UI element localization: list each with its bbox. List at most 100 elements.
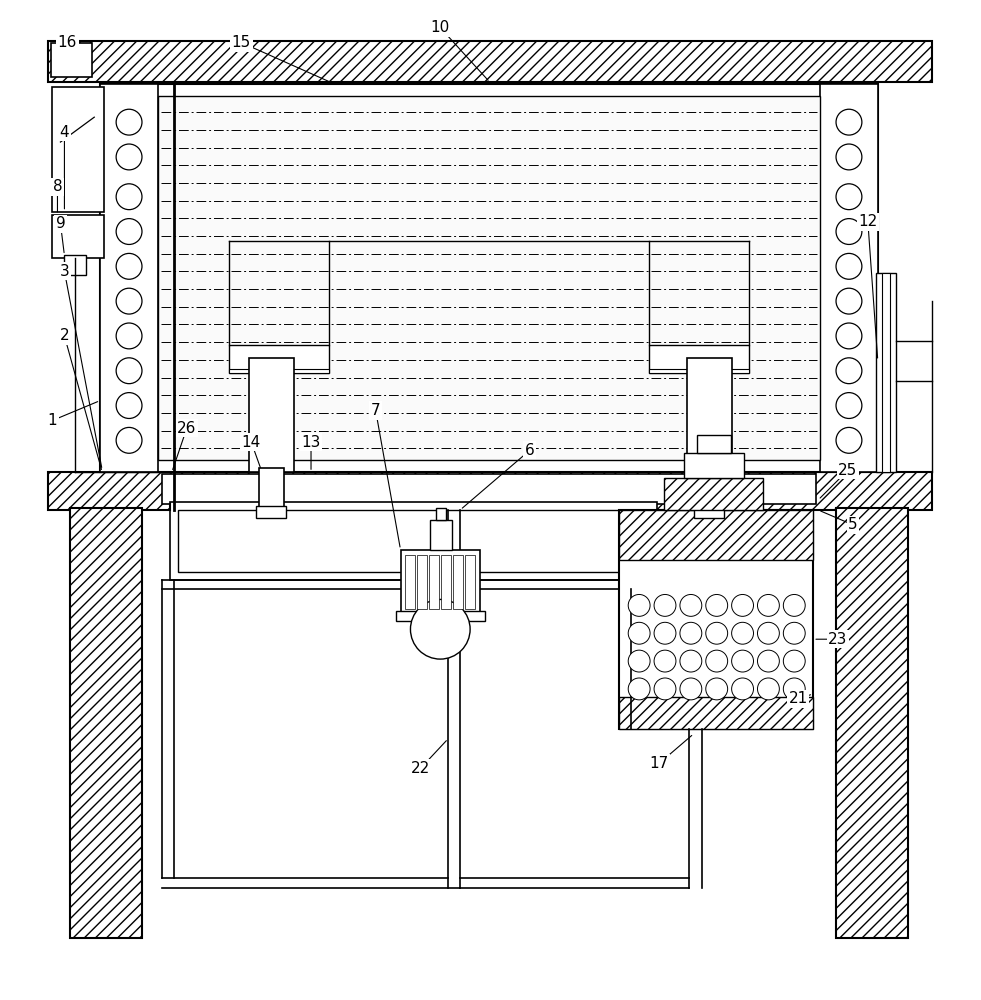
Bar [820,84,878,472]
Bar [400,550,480,614]
Text: 17: 17 [649,756,669,771]
Text: 12: 12 [858,214,877,229]
Circle shape [757,650,779,672]
Bar [162,474,816,504]
Circle shape [628,678,650,700]
Text: 6: 6 [525,443,535,458]
Bar [441,555,451,609]
Bar [395,611,485,621]
Circle shape [757,594,779,616]
Bar [876,273,896,472]
Circle shape [680,622,701,644]
Bar [53,87,104,212]
Circle shape [654,594,676,616]
Circle shape [116,253,142,279]
Circle shape [836,253,862,279]
Text: 25: 25 [839,463,857,478]
Circle shape [732,594,753,616]
Bar [619,510,813,560]
Circle shape [628,650,650,672]
Bar [100,84,878,472]
Bar [65,255,86,275]
Bar [836,508,907,938]
Circle shape [836,144,862,170]
Circle shape [784,622,805,644]
Bar [71,508,142,938]
Bar [230,369,329,373]
Bar [697,468,722,510]
Circle shape [116,393,142,418]
Circle shape [116,427,142,453]
Bar [649,345,749,373]
Circle shape [705,594,728,616]
Bar [170,502,657,580]
Circle shape [705,622,728,644]
Circle shape [116,184,142,210]
Bar [649,369,749,373]
Bar [697,435,731,453]
Text: 7: 7 [371,403,381,418]
Bar [47,472,933,510]
Circle shape [680,650,701,672]
Circle shape [116,144,142,170]
Circle shape [836,393,862,418]
Bar [619,510,813,729]
Bar [259,468,284,510]
Circle shape [410,599,470,659]
Circle shape [116,323,142,349]
Bar [684,453,744,478]
Circle shape [628,594,650,616]
Text: 23: 23 [828,632,848,647]
Circle shape [732,650,753,672]
Text: 26: 26 [177,421,196,436]
Bar [47,41,933,82]
Bar [431,520,452,550]
Text: 2: 2 [60,328,70,343]
Text: 5: 5 [849,517,857,532]
Bar [619,697,813,729]
Bar [430,555,439,609]
Circle shape [836,184,862,210]
Circle shape [784,594,805,616]
Circle shape [654,650,676,672]
Text: 21: 21 [789,691,808,706]
Circle shape [680,594,701,616]
Bar [664,478,763,510]
Bar [158,96,820,460]
Circle shape [836,323,862,349]
Circle shape [757,678,779,700]
Circle shape [116,219,142,244]
Circle shape [784,650,805,672]
Bar [256,506,286,518]
Text: 10: 10 [431,20,450,35]
Circle shape [680,678,701,700]
Circle shape [732,622,753,644]
Text: 9: 9 [56,216,66,231]
Text: 15: 15 [232,35,251,50]
Text: 3: 3 [60,264,70,279]
Bar [882,273,890,472]
Bar [453,555,463,609]
Text: 13: 13 [301,435,321,450]
Circle shape [116,109,142,135]
Bar [437,508,446,520]
Circle shape [705,678,728,700]
Bar [50,43,92,77]
Text: 22: 22 [411,761,430,776]
Text: 8: 8 [53,179,62,194]
Bar [418,555,428,609]
Bar [694,506,724,518]
Circle shape [836,427,862,453]
Circle shape [732,678,753,700]
Text: 1: 1 [48,413,57,428]
Circle shape [836,219,862,244]
Circle shape [836,358,862,384]
Circle shape [116,288,142,314]
Bar [100,84,158,472]
Circle shape [116,358,142,384]
Circle shape [757,622,779,644]
Bar [178,510,649,572]
Bar [405,555,415,609]
Text: 16: 16 [58,35,77,50]
Bar [687,358,732,472]
